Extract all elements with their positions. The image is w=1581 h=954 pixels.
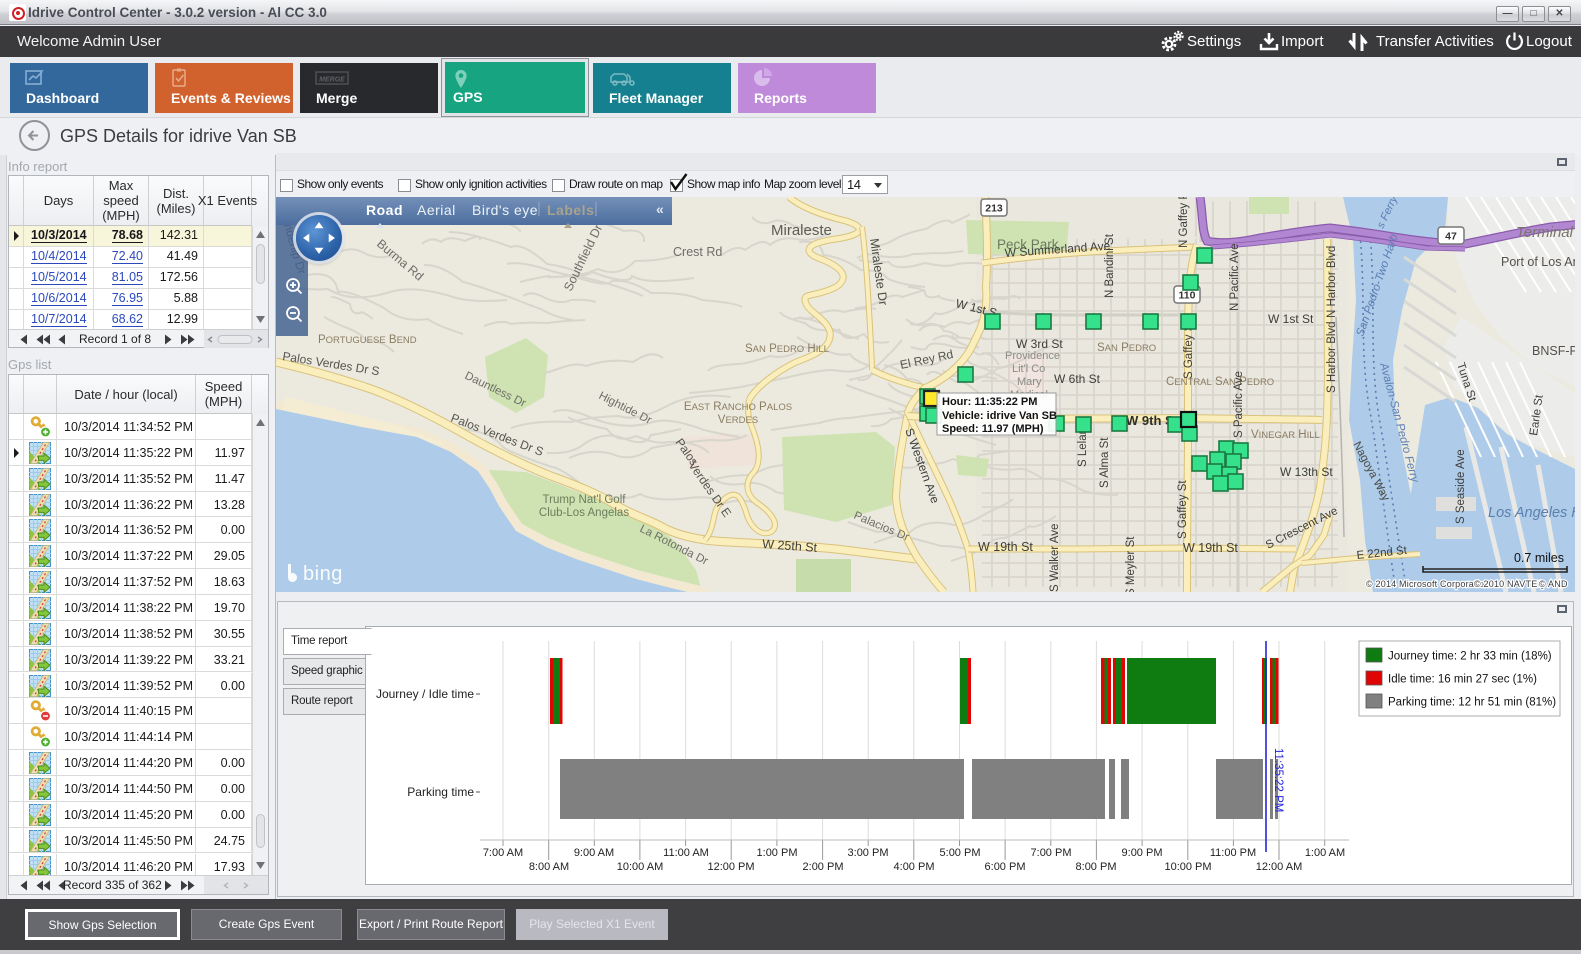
svg-text:S Meyler St: S Meyler St [1125,536,1137,592]
svg-text:7:00 PM: 7:00 PM [1031,847,1072,859]
svg-text:Terminal Is: Terminal Is [1516,224,1575,241]
svg-text:W 9th St: W 9th St [1126,413,1179,428]
svg-text:W 3rd St: W 3rd St [1016,337,1063,351]
svg-text:11:00 PM: 11:00 PM [1210,847,1256,859]
svg-text:11:35:22 PM: 11:35:22 PM [1272,748,1284,812]
svg-text:S Leland: S Leland [1077,422,1089,467]
svg-text:6:00 PM: 6:00 PM [985,861,1026,873]
svg-text:S Gaffey St: S Gaffey St [1177,480,1189,539]
svg-text:Journey time: 2 hr 33 min (18%: Journey time: 2 hr 33 min (18%) [1388,651,1552,663]
svg-text:S Alma St: S Alma St [1099,437,1111,488]
svg-text:Lit'l Co: Lit'l Co [1012,363,1045,375]
svg-text:Earle St: Earle St [1528,393,1546,436]
svg-text:Hour: 11:35:22 PM: Hour: 11:35:22 PM [942,396,1037,408]
svg-text:EAST RANCHO PALOS: EAST RANCHO PALOS [684,401,792,413]
svg-text:11:00 AM: 11:00 AM [663,847,709,859]
svg-text:N Gaffey Pl: N Gaffey Pl [1178,197,1190,248]
svg-text:10:00 AM: 10:00 AM [617,861,663,873]
svg-text:S Walker Ave: S Walker Ave [1049,524,1061,592]
svg-text:2:00 PM: 2:00 PM [803,861,844,873]
svg-text:Miraleste: Miraleste [771,222,832,239]
svg-text:7:00 AM: 7:00 AM [483,847,523,859]
svg-text:Parking time: Parking time [407,785,474,799]
svg-text:Speed: 11.97 (MPH): Speed: 11.97 (MPH) [942,423,1044,435]
svg-text:8:00 PM: 8:00 PM [1076,861,1117,873]
svg-text:9:00 PM: 9:00 PM [1122,847,1163,859]
svg-text:W 19th St: W 19th St [978,540,1033,554]
svg-text:Crest Rd: Crest Rd [673,245,722,259]
svg-text:© 2010 NAVTEQ: © 2010 NAVTEQ [1474,579,1545,589]
svg-text:PORTUGUESE BEND: PORTUGUESE BEND [318,334,417,346]
svg-text:9:00 AM: 9:00 AM [574,847,614,859]
svg-text:8:00 AM: 8:00 AM [529,861,569,873]
svg-text:Peck Park: Peck Park [997,237,1059,252]
svg-text:4:00 PM: 4:00 PM [894,861,935,873]
svg-text:VERDES: VERDES [718,414,758,426]
svg-text:Vehicle: idrive Van SB: Vehicle: idrive Van SB [942,410,1057,422]
svg-text:SAN PEDRO: SAN PEDRO [1097,342,1156,354]
svg-text:0.7 miles: 0.7 miles [1514,551,1564,565]
svg-text:Club-Los Angelas: Club-Los Angelas [539,507,629,519]
svg-text:SAN PEDRO HILL: SAN PEDRO HILL [745,343,829,355]
svg-text:S Seaside Ave: S Seaside Ave [1455,449,1467,524]
svg-text:© AND: © AND [1539,579,1568,589]
svg-text:S Harbor Blvd: S Harbor Blvd [1326,321,1338,393]
svg-text:N Bandini St: N Bandini St [1104,233,1116,298]
svg-text:E 22nd St: E 22nd St [1356,545,1408,562]
svg-text:Trump Nat'l Golf: Trump Nat'l Golf [543,494,627,506]
svg-text:Port of Los Angel: Port of Los Angel [1501,255,1575,269]
svg-text:1:00 AM: 1:00 AM [1305,847,1345,859]
svg-text:BNSF-Port: BNSF-Port [1532,344,1575,358]
svg-text:W 6th St: W 6th St [1054,372,1101,386]
svg-text:MERGE: MERGE [319,77,345,84]
svg-text:12:00 AM: 12:00 AM [1256,861,1302,873]
svg-text:3:00 PM: 3:00 PM [848,847,889,859]
svg-text:Parking time: 12 hr 51 min (81: Parking time: 12 hr 51 min (81%) [1388,697,1556,709]
svg-text:N Harbor Blvd: N Harbor Blvd [1326,246,1338,318]
svg-text:CENTRAL SAN PEDRO: CENTRAL SAN PEDRO [1166,376,1274,388]
svg-text:S Pacific Ave: S Pacific Ave [1233,371,1245,438]
svg-text:VINEGAR HILL: VINEGAR HILL [1251,429,1320,441]
svg-text:Journey / Idle time: Journey / Idle time [376,687,474,701]
svg-text:W 25th St: W 25th St [762,537,818,555]
svg-text:Providence: Providence [1005,350,1060,362]
svg-text:213: 213 [985,203,1003,215]
svg-text:47: 47 [1445,231,1457,243]
svg-text:N Pacific Ave: N Pacific Ave [1229,243,1241,311]
svg-text:10:00 PM: 10:00 PM [1164,861,1211,873]
svg-text:W 19th St: W 19th St [1183,541,1238,555]
svg-text:12:00 PM: 12:00 PM [707,861,754,873]
svg-text:Los Angeles Harb: Los Angeles Harb [1488,505,1575,521]
svg-text:W 1st St: W 1st St [1268,312,1314,326]
svg-text:W 13th St: W 13th St [1280,465,1333,479]
svg-text:Idle time: 16 min 27 sec (1%): Idle time: 16 min 27 sec (1%) [1388,674,1537,686]
svg-text:S Gaffey S: S Gaffey S [1183,323,1195,379]
svg-text:5:00 PM: 5:00 PM [940,847,981,859]
svg-text:Mary: Mary [1017,376,1042,388]
svg-text:1:00 PM: 1:00 PM [757,847,798,859]
svg-text:110: 110 [1179,290,1196,302]
svg-text:© 2014 Microsoft Corporation: © 2014 Microsoft Corporation [1366,579,1489,589]
